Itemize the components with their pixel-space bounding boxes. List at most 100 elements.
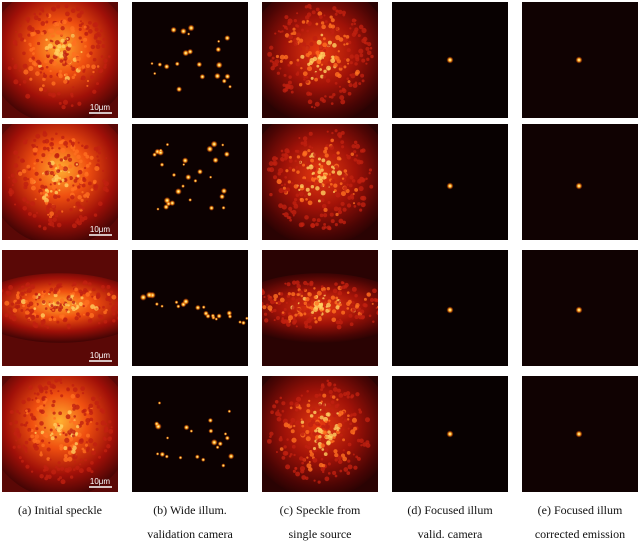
- panel-content: [392, 376, 508, 492]
- speckle: [338, 85, 341, 88]
- speckle: [306, 12, 312, 17]
- speckle: [52, 148, 56, 152]
- speckle: [278, 437, 283, 442]
- focus-spot: [446, 430, 454, 438]
- speckle: [83, 413, 87, 416]
- speckle: [309, 414, 314, 418]
- speckle: [361, 79, 365, 83]
- speckle: [92, 179, 97, 184]
- speckle: [40, 66, 44, 71]
- speckle: [44, 193, 48, 197]
- speckle: [49, 428, 53, 432]
- speckle: [109, 290, 114, 295]
- speckle: [103, 65, 107, 69]
- speckle: [42, 130, 47, 134]
- speckle: [310, 158, 314, 163]
- speckle: [334, 404, 339, 409]
- speckle: [279, 297, 285, 303]
- speckle: [348, 83, 353, 88]
- speckle: [342, 281, 345, 285]
- speckle: [336, 151, 340, 155]
- speckle: [378, 295, 383, 300]
- speckle: [323, 149, 328, 154]
- speckle: [10, 410, 13, 414]
- speckle: [284, 282, 287, 285]
- speckle: [88, 403, 94, 409]
- speckle: [39, 191, 43, 195]
- speckle: [75, 56, 81, 62]
- speckle: [27, 178, 30, 181]
- speckle: [49, 299, 54, 304]
- speckle: [25, 464, 30, 469]
- speckle: [82, 69, 86, 73]
- speckle: [69, 207, 73, 212]
- speckle: [18, 171, 23, 176]
- speckle: [333, 62, 338, 68]
- speckle: [347, 427, 350, 430]
- speckle: [102, 169, 105, 173]
- speckle: [321, 463, 326, 468]
- caption: (b) Wide illum.: [153, 503, 227, 517]
- speckle: [317, 480, 321, 484]
- speckle: [323, 69, 327, 74]
- speckle: [316, 39, 322, 45]
- speckle: [280, 184, 284, 187]
- speckle: [293, 184, 299, 189]
- speckle: [72, 468, 76, 471]
- speckle-spot: [139, 293, 147, 301]
- speckle: [69, 292, 73, 296]
- speckle: [332, 470, 337, 476]
- speckle-spot: [215, 445, 220, 450]
- speckle: [37, 17, 41, 22]
- speckle: [313, 316, 317, 320]
- speckle: [359, 149, 364, 153]
- speckle: [319, 213, 324, 218]
- speckle-spot: [163, 204, 170, 210]
- speckle: [318, 167, 321, 171]
- speckle: [94, 27, 99, 32]
- speckle: [319, 309, 323, 312]
- speckle: [90, 304, 95, 310]
- speckle: [91, 450, 96, 456]
- speckle: [329, 212, 334, 217]
- speckle: [299, 301, 304, 307]
- speckle-spot: [196, 61, 203, 68]
- speckle: [69, 298, 73, 302]
- speckle: [304, 215, 309, 220]
- speckle: [278, 187, 284, 194]
- speckle: [334, 55, 338, 60]
- speckle: [52, 217, 57, 222]
- speckle: [332, 288, 338, 294]
- speckle: [276, 71, 281, 75]
- speckle: [56, 426, 62, 432]
- speckle: [77, 432, 82, 438]
- speckle: [61, 44, 66, 49]
- speckle: [33, 162, 36, 165]
- speckle: [31, 398, 34, 402]
- speckle: [301, 20, 306, 24]
- speckle: [317, 199, 321, 203]
- speckle: [331, 309, 337, 314]
- speckle: [289, 423, 293, 426]
- speckle: [97, 321, 101, 325]
- speckle: [328, 23, 332, 26]
- speckle: [343, 65, 347, 69]
- speckle: [73, 73, 77, 77]
- speckle-spot: [224, 73, 231, 80]
- speckle: [287, 63, 291, 67]
- speckle: [343, 34, 347, 38]
- speckle: [318, 178, 323, 184]
- speckle: [107, 292, 111, 296]
- speckle: [27, 33, 31, 37]
- speckle: [83, 166, 87, 170]
- speckle: [80, 40, 83, 44]
- speckle: [41, 300, 46, 304]
- speckle: [336, 170, 343, 176]
- speckle-spot: [221, 143, 225, 147]
- focus-spot: [446, 182, 454, 190]
- speckle: [301, 475, 307, 480]
- speckle-spot: [197, 168, 203, 175]
- speckle: [331, 31, 335, 35]
- speckle: [44, 476, 49, 481]
